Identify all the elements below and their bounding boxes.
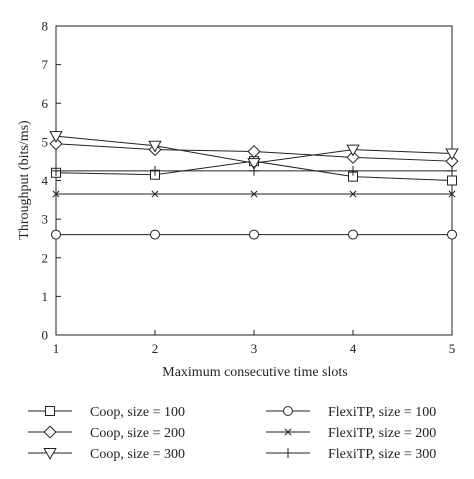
legend-item: FlexiTP, size = 300 bbox=[266, 447, 436, 462]
legend-item: FlexiTP, size = 200 bbox=[266, 426, 436, 441]
x-tick-label: 1 bbox=[53, 341, 60, 356]
data-point bbox=[346, 144, 360, 157]
legend-marker bbox=[283, 406, 293, 416]
series-4 bbox=[51, 229, 457, 240]
data-point bbox=[51, 229, 61, 240]
data-point bbox=[346, 150, 360, 164]
legend-label: FlexiTP, size = 100 bbox=[328, 405, 436, 420]
data-point bbox=[250, 190, 258, 198]
legend-marker bbox=[45, 406, 55, 416]
x-marker-stroke bbox=[250, 190, 258, 198]
y-tick-label: 6 bbox=[42, 96, 49, 111]
legend-label: FlexiTP, size = 200 bbox=[328, 426, 436, 441]
data-point bbox=[348, 229, 358, 240]
data-point bbox=[49, 131, 63, 143]
y-tick-label: 2 bbox=[42, 250, 49, 265]
x-tick-label: 4 bbox=[350, 341, 357, 356]
data-point bbox=[52, 190, 60, 198]
legend-marker bbox=[43, 448, 57, 460]
series-6 bbox=[51, 165, 457, 176]
legend-marker bbox=[43, 425, 57, 439]
legend-item: FlexiTP, size = 100 bbox=[266, 405, 436, 420]
data-point bbox=[249, 165, 259, 176]
y-tick-label: 8 bbox=[42, 19, 49, 34]
data-point bbox=[447, 175, 457, 186]
data-point bbox=[150, 229, 160, 240]
x-marker-stroke bbox=[448, 190, 456, 198]
y-tick-label: 5 bbox=[42, 134, 49, 149]
data-point bbox=[51, 165, 61, 176]
legend-marker bbox=[284, 428, 292, 436]
data-point bbox=[150, 165, 160, 176]
data-point bbox=[148, 140, 162, 153]
x-marker-stroke bbox=[151, 190, 159, 198]
legend-label: Coop, size = 100 bbox=[90, 405, 185, 420]
legend-item: Coop, size = 100 bbox=[28, 405, 185, 420]
data-point bbox=[247, 158, 261, 170]
data-point bbox=[447, 229, 457, 240]
legend-label: Coop, size = 300 bbox=[90, 447, 185, 462]
data-point bbox=[349, 190, 357, 198]
x-axis-title: Maximum consecutive time slots bbox=[162, 365, 347, 380]
legend-item: Coop, size = 200 bbox=[28, 425, 185, 441]
y-tick-label: 7 bbox=[42, 57, 49, 72]
series-layer bbox=[49, 131, 459, 240]
data-point bbox=[247, 144, 261, 159]
y-tick-label: 3 bbox=[42, 212, 49, 227]
data-point bbox=[445, 148, 459, 161]
plot-frame bbox=[55, 25, 453, 336]
series-2 bbox=[49, 137, 459, 168]
y-tick-label: 1 bbox=[42, 289, 49, 304]
x-tick-label: 5 bbox=[449, 341, 456, 356]
legend: Coop, size = 100 Coop, size = 200 Coop, si… bbox=[28, 405, 436, 462]
data-point bbox=[447, 165, 457, 176]
data-point bbox=[249, 229, 259, 240]
series-3 bbox=[49, 131, 459, 170]
data-point bbox=[348, 165, 358, 176]
legend-label: Coop, size = 200 bbox=[90, 426, 185, 441]
legend-item: Coop, size = 300 bbox=[28, 447, 185, 462]
y-axis-title: Throughput (bits/ms) bbox=[17, 120, 32, 240]
x-marker-stroke bbox=[52, 190, 60, 198]
x-tick-label: 2 bbox=[152, 341, 159, 356]
series-5 bbox=[52, 190, 456, 198]
legend-marker bbox=[283, 448, 293, 458]
y-tick-label: 4 bbox=[42, 173, 49, 188]
data-point bbox=[151, 190, 159, 198]
x-marker-stroke bbox=[349, 190, 357, 198]
x-tick-label: 3 bbox=[251, 341, 258, 356]
legend-label: FlexiTP, size = 300 bbox=[328, 447, 436, 462]
y-tick-label: 0 bbox=[42, 328, 49, 343]
x-marker-stroke bbox=[284, 428, 292, 436]
data-point bbox=[448, 190, 456, 198]
data-point bbox=[49, 137, 63, 151]
plot-area bbox=[55, 25, 453, 336]
